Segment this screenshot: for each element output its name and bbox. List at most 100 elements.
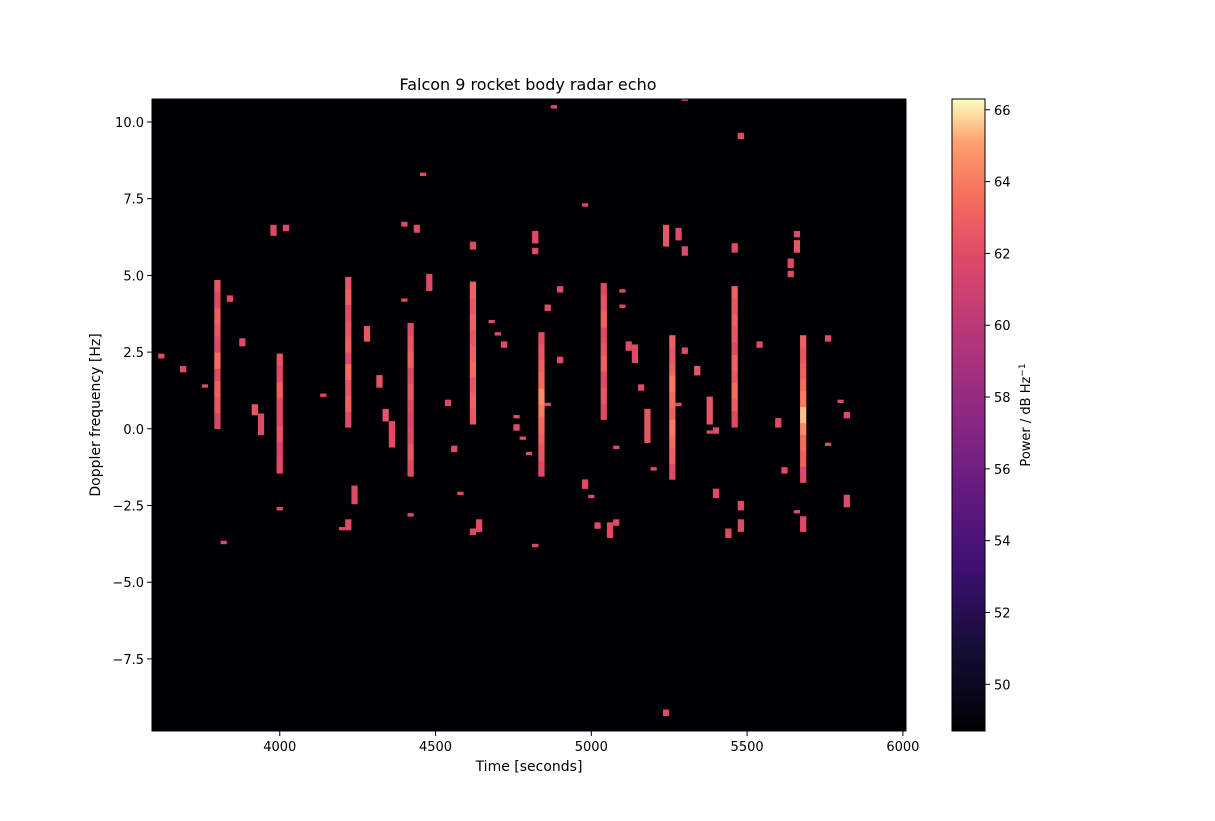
heatmap-cell (345, 415, 352, 420)
heatmap-cell (681, 246, 688, 252)
heatmap-cell (158, 353, 165, 359)
heatmap-cell (681, 347, 688, 351)
heatmap-cell (538, 356, 545, 361)
heatmap-cell (731, 350, 738, 355)
heatmap-cell (345, 367, 352, 373)
heatmap-cell (239, 338, 246, 343)
heatmap-cell (731, 314, 738, 319)
heatmap-cell (469, 289, 477, 294)
heatmap-cell (276, 433, 283, 438)
heatmap-cell (731, 290, 738, 295)
heatmap-cell (214, 296, 221, 301)
heatmap-cell (407, 427, 414, 433)
heatmap-cell (513, 415, 520, 419)
heatmap-cell (469, 400, 477, 405)
heatmap-cell (669, 439, 676, 444)
y-axis: −7.5 −5.0 −2.5 0.0 2.5 5.0 7.5 10.0 (112, 116, 152, 668)
heatmap-cell (214, 320, 221, 325)
heatmap-cell (837, 399, 844, 404)
heatmap-cell (793, 248, 801, 253)
heatmap-cell (407, 431, 414, 437)
heatmap-cell (731, 247, 738, 253)
heatmap-cell (731, 318, 738, 323)
heatmap-cell (407, 343, 414, 348)
heatmap-cell (469, 325, 477, 330)
heatmap-cell (363, 326, 371, 331)
heatmap-cell (407, 423, 414, 429)
heatmap-cell (407, 407, 414, 413)
heatmap-cell (469, 313, 477, 318)
heatmap-cell (712, 488, 720, 494)
heatmap-cell (345, 332, 352, 337)
heatmap-cell (662, 241, 670, 247)
heatmap-cell (600, 295, 607, 300)
heatmap-cell (407, 415, 414, 421)
heatmap-cell (600, 335, 607, 340)
heatmap-cell (669, 391, 676, 396)
heatmap-cell (737, 135, 744, 140)
heatmap-cell (669, 339, 676, 344)
heatmap-cell (800, 474, 807, 479)
colorbar-axis: 50 52 54 56 58 60 62 64 66 (985, 104, 1011, 693)
heatmap-cell (214, 336, 221, 341)
heatmap-cell (538, 332, 545, 337)
heatmap-cell (214, 356, 221, 361)
heatmap-cell (800, 347, 807, 352)
heatmap-cell (451, 445, 458, 450)
heatmap-cell (538, 452, 545, 457)
heatmap-cell (469, 348, 477, 354)
heatmap-cell (588, 494, 595, 499)
heatmap-cell (407, 472, 414, 477)
heatmap-cell (787, 270, 794, 275)
heatmap-cell (662, 712, 670, 716)
heatmap-cell (824, 338, 832, 342)
heatmap-cell (276, 369, 283, 374)
heatmap-cell (644, 417, 651, 422)
heatmap-cell (644, 438, 651, 443)
heatmap-cell (619, 289, 626, 293)
heatmap-cell (407, 383, 414, 388)
heatmap-cell (600, 343, 607, 348)
heatmap-cell (351, 489, 358, 494)
heatmap-cell (469, 420, 477, 425)
heatmap-cell (469, 285, 477, 290)
heatmap-cell (270, 231, 277, 236)
heatmap-cell (731, 366, 738, 372)
heatmap-cell (214, 364, 221, 369)
heatmap-cell (538, 368, 545, 373)
heatmap-cell (469, 340, 477, 346)
heatmap-cell (613, 445, 620, 450)
heatmap-cell (538, 424, 545, 429)
heatmap-cell (731, 342, 738, 347)
heatmap-cell (538, 444, 545, 449)
heatmap-cell (581, 479, 589, 485)
heatmap-cell (276, 457, 283, 462)
heatmap-cell (600, 355, 607, 360)
heatmap-cell (538, 472, 545, 477)
heatmap-cell (538, 448, 545, 453)
heatmap-cell (214, 348, 221, 353)
heatmap-cell (257, 417, 265, 423)
heatmap-cell (413, 228, 420, 233)
heatmap-cell (276, 425, 283, 430)
heatmap-cell (800, 470, 807, 475)
heatmap-cell (725, 533, 732, 539)
heatmap-cell (600, 315, 607, 320)
heatmap-cell (544, 304, 551, 308)
heatmap-cell (731, 370, 738, 376)
heatmap-cell (376, 375, 383, 380)
heatmap-cell (669, 443, 676, 448)
heatmap-cell (669, 395, 676, 400)
heatmap-cell (469, 376, 477, 381)
heatmap-cell (675, 231, 682, 237)
heatmap-cell (444, 402, 452, 407)
heatmap-cell (276, 429, 283, 434)
heatmap-cell (731, 286, 738, 291)
heatmap-cell (675, 227, 682, 233)
heatmap-cell (600, 323, 607, 328)
heatmap-cell (257, 422, 265, 427)
heatmap-cell (407, 411, 414, 417)
heatmap-cell (469, 412, 477, 417)
heatmap-cell (800, 454, 807, 459)
heatmap-cells (158, 99, 850, 716)
